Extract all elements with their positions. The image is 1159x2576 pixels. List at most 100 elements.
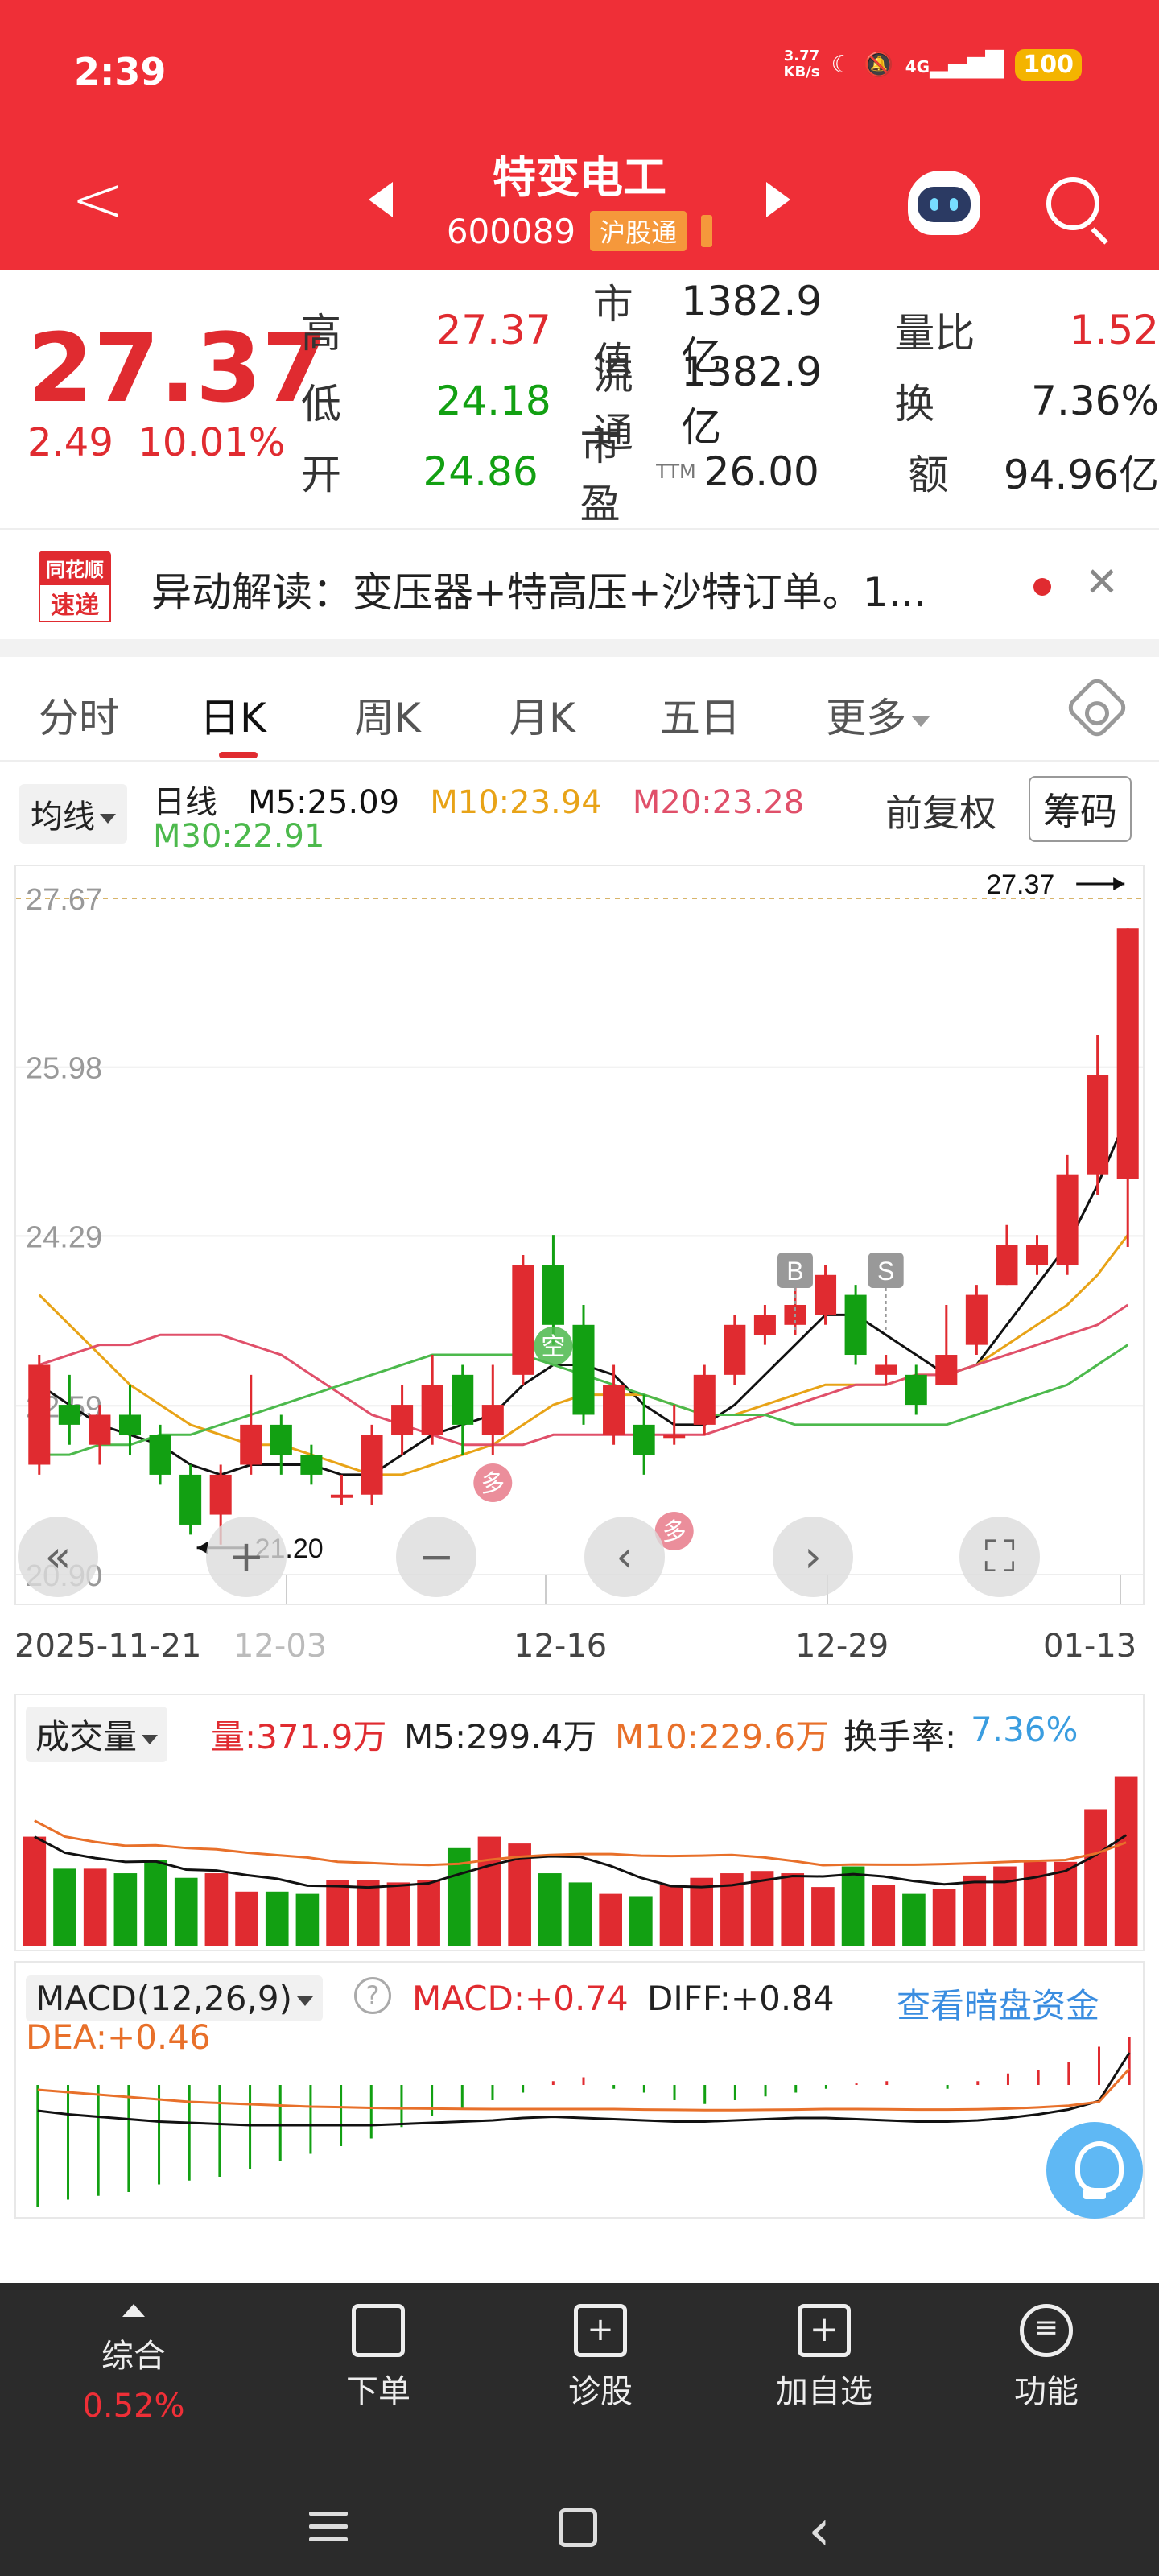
chip-button[interactable]: 筹码 — [1029, 776, 1132, 842]
quote-row: 开 24.86 市盈 TTM 26.00 额 94.96亿 — [301, 423, 1159, 527]
volume-bar — [417, 1880, 440, 1946]
volume-bar — [690, 1877, 714, 1946]
battery-icon: 100 — [1015, 48, 1082, 80]
volume-bar — [1054, 1861, 1078, 1946]
add-icon: + — [798, 2304, 851, 2357]
volume-bar — [235, 1891, 258, 1946]
ma-legend: 均线 日线 M5:25.09 M10:23.94 M20:23.28 M30:2… — [0, 765, 1159, 861]
current-price: 27.37 — [27, 312, 328, 423]
macd-select[interactable]: MACD(12,26,9) — [26, 1975, 323, 2021]
kline-chart[interactable]: 27.6725.9824.2922.5920.9027.3721.20BS空多多… — [14, 865, 1145, 1605]
tab-daily-k[interactable]: 日K — [200, 695, 266, 741]
svg-text:›: › — [804, 1531, 822, 1582]
candle-body — [633, 1424, 655, 1455]
kline-svg: 27.6725.9824.2922.5920.9027.3721.20BS空多多… — [16, 869, 1143, 1604]
help-icon[interactable]: ? — [354, 1977, 391, 2014]
robot-assistant-icon[interactable] — [908, 171, 980, 235]
lightbulb-icon[interactable] — [1046, 2122, 1143, 2219]
candle-body — [844, 1294, 867, 1356]
news-text[interactable]: 异动解读：变压器+特高压+沙特订单。1... — [151, 569, 927, 616]
macd-chart[interactable] — [14, 2028, 1145, 2214]
candle-body — [58, 1405, 80, 1425]
back-button[interactable]: < — [71, 162, 126, 237]
quote-label: 高 — [301, 310, 341, 357]
quote-row: 低 24.18 流通 1382.9亿 换 7.36% — [301, 349, 1159, 456]
macd-value: MACD:+0.74 — [412, 1979, 629, 2018]
tab-more[interactable]: 更多 — [826, 686, 930, 744]
quote-value: 1382.9亿 — [681, 278, 823, 380]
chevron-down-icon — [296, 1996, 313, 2006]
status-time: 2:39 — [74, 50, 167, 93]
prev-stock-icon[interactable] — [369, 182, 393, 217]
candle-body — [512, 1265, 534, 1375]
nav-order[interactable]: 下单 — [282, 2304, 475, 2412]
candle-body — [905, 1374, 927, 1406]
zoom-out-button[interactable]: − — [396, 1517, 476, 1597]
volume-bar — [144, 1860, 167, 1946]
search-icon[interactable] — [1046, 177, 1099, 230]
quote-label: 流通 — [592, 352, 633, 456]
tab-fenshi[interactable]: 分时 — [39, 695, 119, 741]
volume-bar — [265, 1891, 289, 1946]
max-arrow-head — [1113, 877, 1125, 890]
candle-body — [209, 1474, 232, 1515]
quote-panel: 27.37 2.49 10.01% 高 27.37 市值 1382.9亿 量比 1.52 低… — [0, 270, 1159, 528]
indicator-select[interactable]: 均线 — [19, 784, 127, 844]
candle-body — [572, 1324, 595, 1415]
dea-value: DEA:+0.46 — [26, 2017, 211, 2057]
news-banner[interactable]: 同花顺 速递 异动解读：变压器+特高压+沙特订单。1... ✕ — [0, 528, 1159, 639]
y-tick-label: 27.67 — [26, 883, 102, 917]
nav-overview[interactable]: 综合 0.52% — [37, 2304, 230, 2425]
quote-label: 市值 — [592, 281, 633, 386]
volume-bar — [23, 1836, 47, 1946]
volume-chart[interactable] — [14, 1757, 1145, 1950]
duo-marker-text: 多 — [662, 1519, 687, 1546]
stock-nav: < 特变电工 600089 沪股通 — [0, 137, 1159, 270]
price-change: 2.49 10.01% — [27, 420, 286, 465]
volume-legend: 成交量 量:371.9万 M5:299.4万 M10:229.6万 换手率: 7… — [0, 1694, 1159, 1762]
adjust-toggle[interactable]: 前复权 — [885, 791, 996, 835]
nav-functions[interactable]: ≡ 功能 — [950, 2304, 1143, 2412]
order-icon — [352, 2304, 405, 2357]
y-tick-label: 25.98 — [26, 1052, 102, 1086]
moon-icon: ☾ — [831, 50, 853, 79]
candle-body — [89, 1414, 111, 1445]
duo-marker — [473, 1463, 513, 1502]
kong-marker-text: 空 — [541, 1334, 565, 1360]
volume-bar — [993, 1866, 1017, 1946]
turnover-label: 换手率: — [843, 1717, 957, 1757]
candle-body — [330, 1494, 353, 1498]
next-stock-icon[interactable] — [766, 182, 790, 217]
zoom-in-button[interactable]: + — [206, 1517, 287, 1597]
scroll-left-button[interactable]: ‹ — [584, 1517, 665, 1597]
signal-icon: 4G▂▄▆█ — [905, 50, 1004, 79]
close-icon[interactable]: ✕ — [1085, 559, 1119, 605]
home-icon[interactable] — [559, 2508, 597, 2547]
stock-name: 特变电工 — [493, 152, 666, 203]
volume-bar — [477, 1836, 501, 1946]
macd-svg — [36, 2028, 1131, 2207]
volume-select[interactable]: 成交量 — [26, 1707, 168, 1762]
nav-add-watchlist[interactable]: + 加自选 — [728, 2304, 921, 2412]
volume-bar — [841, 1866, 865, 1946]
tab-monthly-k[interactable]: 月K — [509, 695, 575, 741]
svg-text:−: − — [418, 1531, 454, 1582]
rewind-button[interactable]: « — [18, 1517, 98, 1597]
system-back-icon[interactable]: ‹ — [808, 2497, 831, 2563]
settings-icon[interactable] — [1063, 674, 1131, 741]
quote-value: 24.18 — [435, 378, 551, 424]
quote-label: 市盈 — [580, 423, 621, 527]
tab-five-day[interactable]: 五日 — [660, 695, 740, 741]
tab-weekly-k[interactable]: 周K — [354, 695, 421, 741]
scroll-right-button[interactable]: › — [773, 1517, 853, 1597]
candle-body — [28, 1364, 51, 1465]
nav-diagnose[interactable]: + 诊股 — [504, 2304, 697, 2412]
fullscreen-button[interactable]: ⛶ — [959, 1517, 1040, 1597]
y-tick-label: 24.29 — [26, 1220, 102, 1254]
candle-body — [179, 1474, 202, 1525]
dark-fund-link[interactable]: 查看暗盘资金 — [897, 1986, 1100, 2025]
stock-code: 600089 — [446, 211, 576, 251]
status-bar: 2:39 3.77 KB/s ☾ 🔕 4G▂▄▆█ 100 — [0, 0, 1159, 145]
turnover-value: 7.36% — [971, 1710, 1079, 1749]
recent-apps-icon[interactable] — [309, 2512, 348, 2550]
